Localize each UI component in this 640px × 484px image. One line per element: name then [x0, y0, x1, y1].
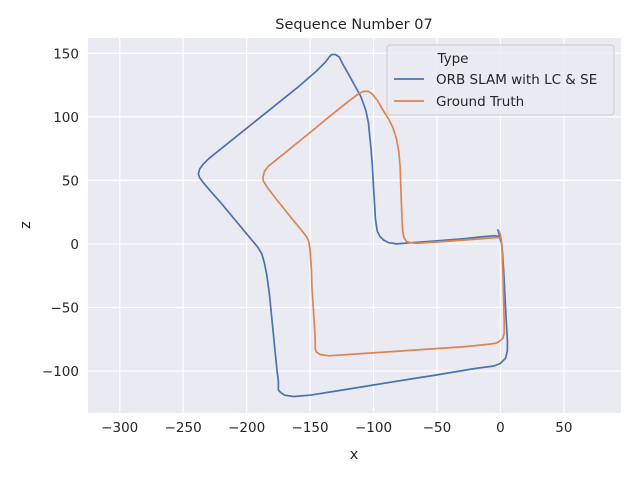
x-tick-labels: −300 −250 −200 −150 −100 −50 0 50: [101, 420, 572, 436]
x-tick-label: −200: [228, 420, 265, 436]
legend-title: Type: [436, 51, 468, 67]
y-tick-label: −50: [51, 300, 80, 316]
y-tick-label: 0: [70, 237, 79, 253]
y-tick-label: 150: [53, 46, 79, 62]
legend-label-orb-slam: ORB SLAM with LC & SE: [436, 72, 597, 88]
legend: Type ORB SLAM with LC & SE Ground Truth: [386, 44, 615, 116]
y-tick-label: −100: [42, 364, 79, 380]
chart-title: Sequence Number 07: [275, 17, 432, 33]
x-tick-label: −250: [165, 420, 202, 436]
y-tick-labels: −100 −50 0 50 100 150: [42, 46, 79, 380]
series-line-0: [197, 53, 509, 398]
x-tick-label: −150: [292, 420, 329, 436]
y-tick-label: 50: [62, 173, 79, 189]
x-tick-label: 50: [555, 420, 572, 436]
y-axis-label: z: [18, 221, 34, 229]
x-axis-label: x: [350, 447, 359, 463]
legend-box: [386, 44, 615, 116]
x-tick-label: −50: [423, 420, 452, 436]
series-layer: [197, 53, 509, 398]
x-tick-label: 0: [496, 420, 505, 436]
x-tick-label: −300: [101, 420, 138, 436]
legend-label-ground-truth: Ground Truth: [436, 94, 524, 110]
y-tick-label: 100: [53, 110, 79, 126]
x-tick-label: −100: [355, 420, 392, 436]
series-line-1: [262, 90, 506, 357]
